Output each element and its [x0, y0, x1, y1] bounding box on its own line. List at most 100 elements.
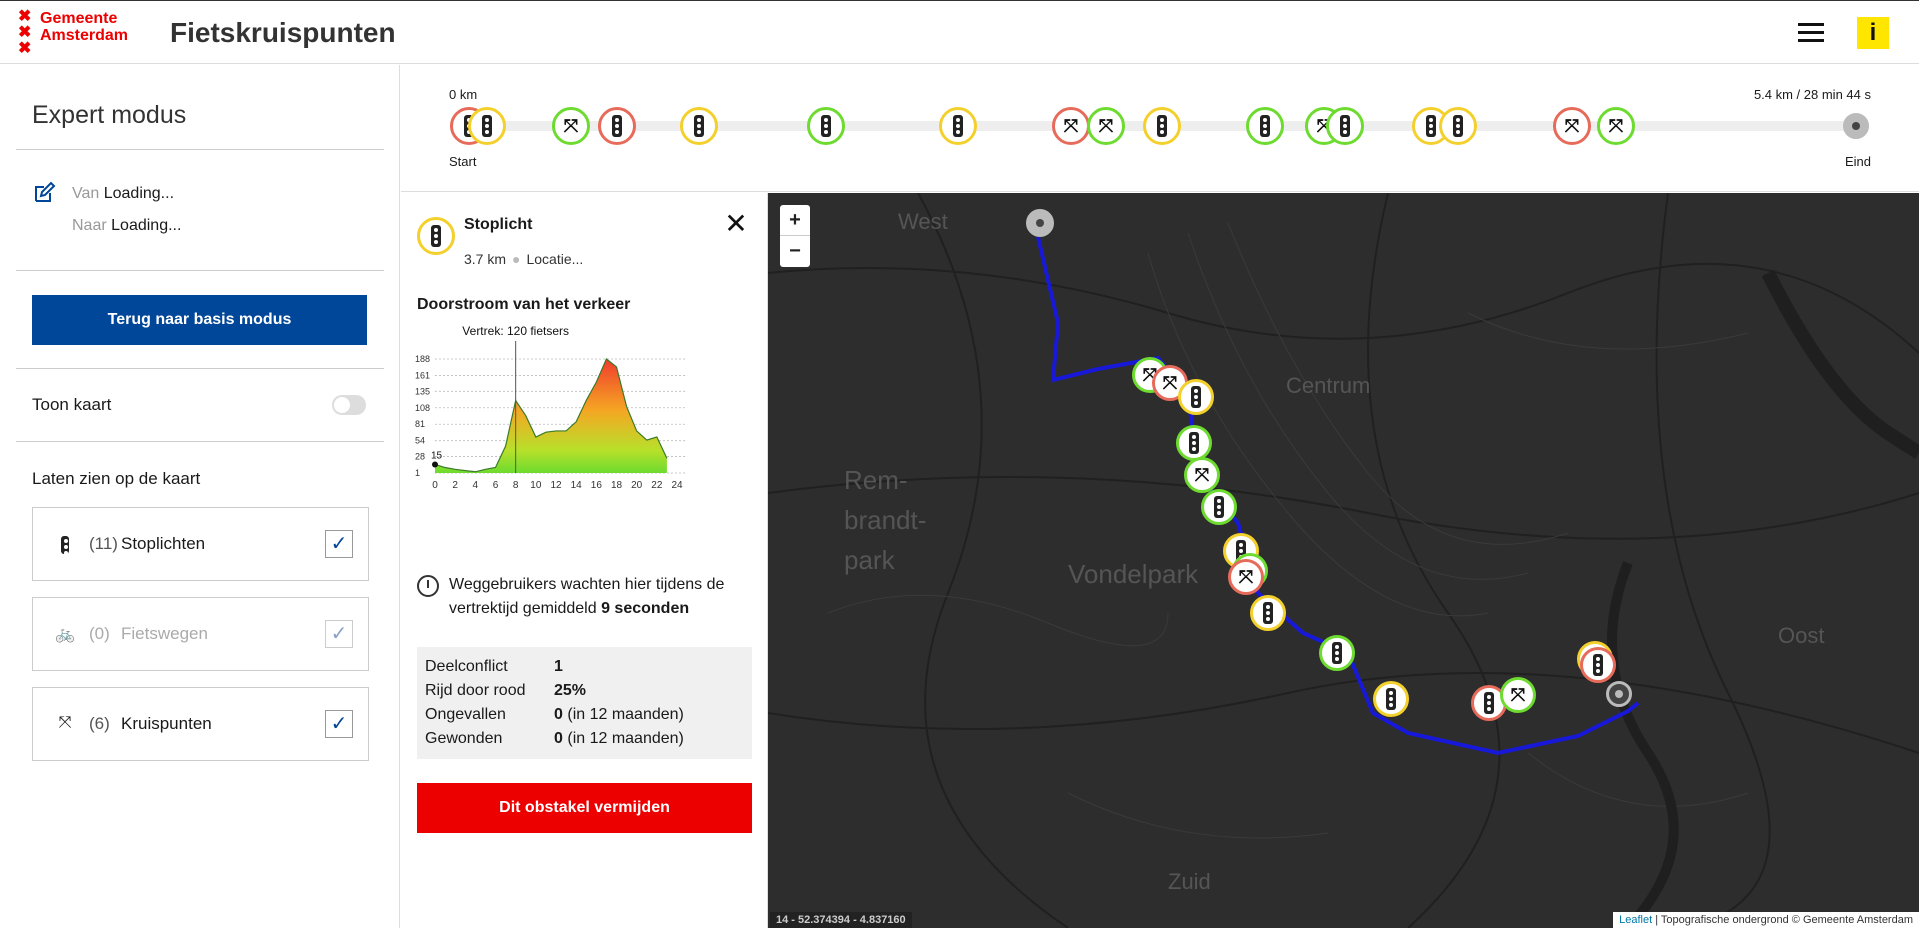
divider [16, 441, 384, 442]
stat-value: 25% [554, 682, 587, 699]
close-icon[interactable]: ✕ [724, 208, 748, 239]
map-marker[interactable]: ⤧ [1184, 457, 1220, 493]
route-marker[interactable] [1143, 107, 1181, 145]
route-marker[interactable]: ⤧ [552, 107, 590, 145]
stat-value: 1 [554, 658, 563, 675]
end-km: 5.4 km / 28 min 44 s [1753, 87, 1871, 102]
menu-icon[interactable] [1798, 23, 1824, 43]
stat-row: Gewonden 0 (in 12 maanden) [425, 727, 744, 751]
map[interactable]: West Centrum Rem- brandt- park Vondelpar… [768, 193, 1919, 928]
y-tick-label: 188 [415, 354, 430, 364]
route-marker[interactable] [598, 107, 636, 145]
map-label: Oost [1778, 623, 1825, 648]
start-pin-icon[interactable] [1026, 209, 1054, 237]
van-value: Loading... [103, 185, 175, 202]
x-tick-label: 6 [493, 480, 499, 491]
stat-key: Rijd door rood [425, 682, 526, 699]
zoom-out-button[interactable]: − [789, 240, 801, 262]
route-marker[interactable] [680, 107, 718, 145]
info-button[interactable]: i [1857, 17, 1889, 49]
detail-title: Stoplicht [464, 216, 533, 233]
start-km: 0 km [449, 87, 478, 102]
route-marker[interactable]: ⤧ [1553, 107, 1591, 145]
flow-area [435, 359, 667, 473]
gemeente-logo[interactable]: ✖ ✖ ✖ Gemeente Amsterdam [18, 9, 148, 57]
coords-readout: 14 - 52.374394 - 4.837160 [770, 912, 912, 928]
divider [16, 368, 384, 369]
filter-count: (11) [89, 534, 118, 553]
laten-zien-label: Laten zien op de kaart [32, 469, 201, 488]
sidebar: Expert modus Van Loading... Naar Loading… [0, 65, 400, 928]
avoid-obstacle-button[interactable]: Dit obstakel vermijden [417, 783, 752, 833]
map-marker[interactable] [1250, 595, 1286, 631]
zoom-in-button[interactable]: + [780, 205, 810, 236]
x-tick-label: 24 [671, 480, 683, 491]
y-tick-label: 108 [415, 403, 430, 413]
map-marker[interactable] [1176, 425, 1212, 461]
filter-count: (6) [89, 714, 110, 733]
stat-row: Deelconflict 1 [425, 655, 744, 679]
edit-icon[interactable] [32, 181, 56, 205]
map-label: Centrum [1286, 373, 1371, 398]
divider [16, 149, 384, 150]
x-tick-label: 10 [530, 480, 542, 491]
back-to-basic-button[interactable]: Terug naar basis modus [32, 295, 367, 345]
fork-icon: ⤧ [58, 714, 72, 731]
route-marker[interactable] [1246, 107, 1284, 145]
filter-stoplichten[interactable]: (11) Stoplichten ✓ [32, 507, 369, 581]
leaflet-link[interactable]: Leaflet [1619, 914, 1653, 926]
detail-location: Locatie... [526, 251, 584, 267]
stat-key: Gewonden [425, 730, 503, 747]
map-marker[interactable] [1373, 681, 1409, 717]
app-title: Fietskruispunten [170, 17, 396, 48]
zoom-control: + − [780, 205, 810, 267]
filter-checkbox[interactable]: ✓ [325, 710, 353, 738]
toon-kaart-toggle[interactable] [332, 395, 366, 415]
route-marker[interactable]: ⤧ [1052, 107, 1090, 145]
start-value-label: 15 [431, 450, 443, 461]
x-tick-label: 16 [591, 480, 603, 491]
route-marker[interactable] [468, 107, 506, 145]
y-tick-label: 1 [415, 468, 420, 478]
map-marker[interactable] [1580, 647, 1616, 683]
map-marker[interactable] [1178, 379, 1214, 415]
filter-kruispunten[interactable]: ⤧ (6) Kruispunten ✓ [32, 687, 369, 761]
route-marker[interactable] [1326, 107, 1364, 145]
end-pin-icon[interactable] [1843, 113, 1869, 139]
route-marker[interactable]: ⤧ [1597, 107, 1635, 145]
map-label: Zuid [1168, 869, 1211, 894]
map-label: park [844, 545, 895, 575]
end-label: Eind [1844, 154, 1871, 169]
filter-checkbox[interactable]: ✓ [325, 530, 353, 558]
route-marker[interactable] [939, 107, 977, 145]
departure-annotation: Vertrek: 120 fietsers [462, 324, 569, 338]
filter-checkbox[interactable]: ✓ [325, 620, 353, 648]
attribution-text: | Topografische ondergrond © Gemeente Am… [1655, 914, 1913, 926]
route-marker[interactable]: ⤧ [1087, 107, 1125, 145]
x-tick-label: 22 [651, 480, 663, 491]
map-marker[interactable] [1201, 489, 1237, 525]
wait-value: 9 seconden [601, 600, 690, 617]
detail-subtitle: 3.7 km ● Locatie... [464, 251, 584, 267]
y-tick-label: 161 [415, 370, 430, 380]
flow-title: Doorstroom van het verkeer [417, 296, 631, 313]
wait-info: Weggebruikers wachten hier tijdens de ve… [417, 573, 757, 621]
clock-icon [417, 575, 439, 597]
y-tick-label: 135 [415, 386, 430, 396]
x-tick-label: 4 [473, 480, 479, 491]
route-marker[interactable] [1439, 107, 1477, 145]
andreas-cross-icon: ✖ ✖ ✖ [18, 8, 32, 57]
filter-fietswegen[interactable]: 🚲 (0) Fietswegen ✓ [32, 597, 369, 671]
traffic-light-icon [55, 534, 75, 556]
bike-icon: 🚲 [55, 626, 75, 643]
map-label: Vondelpark [1068, 559, 1199, 589]
route-marker[interactable] [807, 107, 845, 145]
map-marker[interactable]: ⤧ [1500, 677, 1536, 713]
x-tick-label: 14 [571, 480, 583, 491]
flow-line [434, 358, 668, 473]
x-tick-label: 8 [513, 480, 519, 491]
map-marker[interactable] [1319, 635, 1355, 671]
map-marker[interactable]: ⤧ [1228, 559, 1264, 595]
end-pin-icon[interactable] [1606, 681, 1632, 707]
